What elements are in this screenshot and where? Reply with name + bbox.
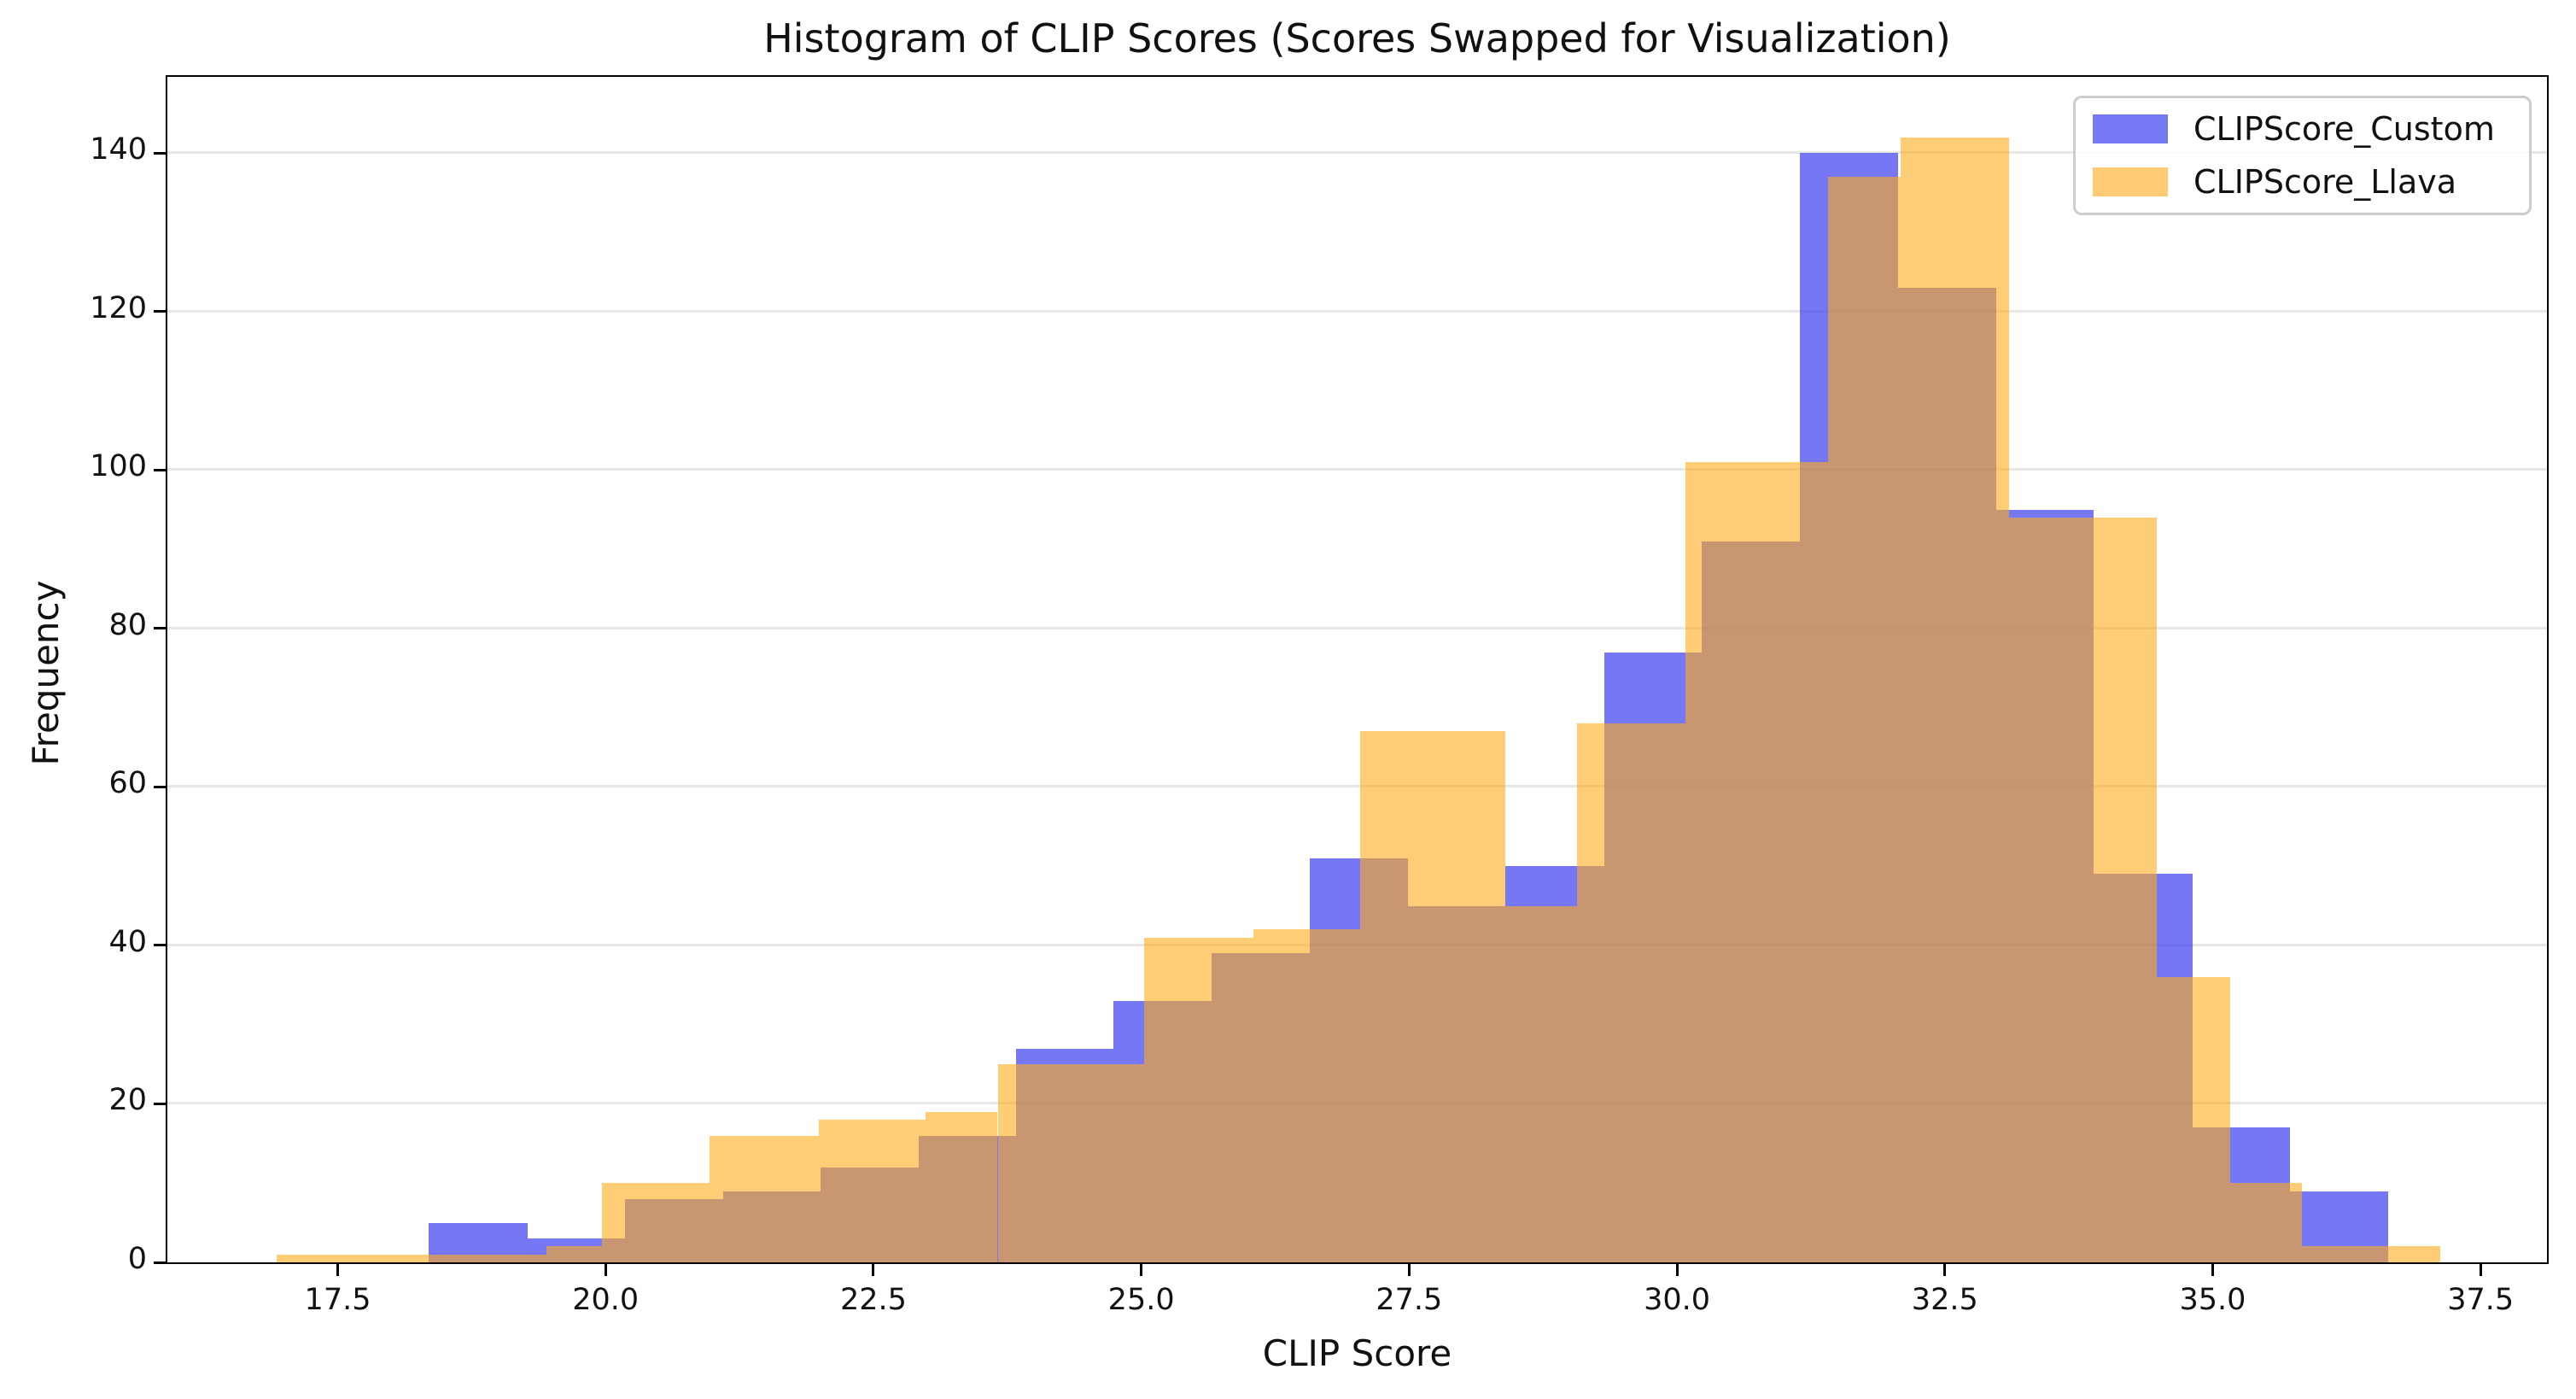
- legend-swatch-icon: [2093, 114, 2168, 143]
- x-tick-label: 25.0: [1107, 1283, 1175, 1317]
- y-tick-label: 140: [90, 132, 147, 167]
- y-tick-label: 40: [108, 924, 147, 959]
- histogram-bar-clipscore_llava: [997, 1064, 1145, 1262]
- legend-box: CLIPScore_Custom CLIPScore_Llava: [2073, 96, 2532, 215]
- x-tick-label: 32.5: [1911, 1283, 1978, 1317]
- y-tick-label: 0: [127, 1242, 147, 1276]
- x-tick-mark: [1407, 1262, 1411, 1276]
- legend-entry-label: CLIPScore_Llava: [2193, 163, 2457, 201]
- legend-entry-label: CLIPScore_Custom: [2193, 110, 2495, 148]
- histogram-bar-clipscore_llava: [1144, 937, 1254, 1262]
- histogram-bar-clipscore_llava: [2301, 1246, 2440, 1262]
- x-tick-mark: [872, 1262, 875, 1276]
- y-tick-mark: [154, 627, 167, 630]
- x-tick-mark: [1675, 1262, 1679, 1276]
- y-tick-mark: [154, 310, 167, 313]
- legend-swatch-icon: [2093, 167, 2168, 196]
- x-tick-label: 20.0: [572, 1283, 640, 1317]
- x-tick-label: 30.0: [1644, 1283, 1711, 1317]
- x-tick-label: 22.5: [839, 1283, 907, 1317]
- histogram-bar-clipscore_llava: [1577, 723, 1686, 1262]
- y-gridline: [167, 468, 2547, 471]
- x-tick-label: 37.5: [2447, 1283, 2515, 1317]
- histogram-bar-clipscore_llava: [1828, 176, 1901, 1262]
- histogram-bar-clipscore_llava: [602, 1183, 710, 1262]
- histogram-bar-clipscore_llava: [818, 1120, 926, 1262]
- x-tick-label: 35.0: [2179, 1283, 2246, 1317]
- histogram-bar-clipscore_llava: [926, 1111, 998, 1262]
- y-tick-mark: [154, 785, 167, 788]
- y-tick-label: 20: [108, 1083, 147, 1118]
- y-gridline: [167, 151, 2547, 155]
- y-tick-mark: [154, 1261, 167, 1264]
- x-axis-label: CLIP Score: [1262, 1332, 1452, 1374]
- histogram-bar-clipscore_llava: [1359, 731, 1506, 1262]
- histogram-bar-clipscore_llava: [2009, 517, 2158, 1262]
- histogram-bar-clipscore_llava: [1685, 461, 1828, 1262]
- histogram-bar-clipscore_llava: [1253, 929, 1360, 1262]
- x-tick-mark: [1140, 1262, 1143, 1276]
- x-tick-mark: [1943, 1262, 1947, 1276]
- y-tick-mark: [154, 1102, 167, 1105]
- y-tick-label: 60: [108, 766, 147, 801]
- x-tick-label: 27.5: [1376, 1283, 1443, 1317]
- x-tick-label: 17.5: [304, 1283, 371, 1317]
- y-tick-mark: [154, 468, 167, 471]
- y-gridline: [167, 626, 2547, 629]
- y-tick-label: 120: [90, 290, 147, 325]
- x-tick-mark: [2479, 1262, 2482, 1276]
- x-tick-mark: [336, 1262, 340, 1276]
- y-tick-mark: [154, 151, 167, 155]
- histogram-bar-clipscore_llava: [2157, 977, 2230, 1262]
- legend-entry: CLIPScore_Custom: [2093, 110, 2512, 148]
- chart-title: Histogram of CLIP Scores (Scores Swapped…: [763, 15, 1951, 61]
- x-tick-mark: [2211, 1262, 2214, 1276]
- y-tick-label: 100: [90, 449, 147, 484]
- histogram-bar-clipscore_llava: [1505, 905, 1578, 1262]
- y-gridline: [167, 785, 2547, 788]
- histogram-bar-clipscore_llava: [546, 1246, 603, 1262]
- y-tick-label: 80: [108, 607, 147, 642]
- histogram-bar-clipscore_llava: [276, 1254, 547, 1262]
- plot-area: [166, 75, 2549, 1264]
- y-axis-label: Frequency: [25, 580, 67, 766]
- legend-entry: CLIPScore_Llava: [2093, 163, 2512, 201]
- y-gridline: [167, 309, 2547, 313]
- x-tick-mark: [604, 1262, 607, 1276]
- histogram-bar-clipscore_llava: [2229, 1183, 2302, 1262]
- y-tick-mark: [154, 944, 167, 947]
- histogram-bar-clipscore_llava: [1901, 137, 2010, 1262]
- histogram-bar-clipscore_llava: [709, 1135, 819, 1262]
